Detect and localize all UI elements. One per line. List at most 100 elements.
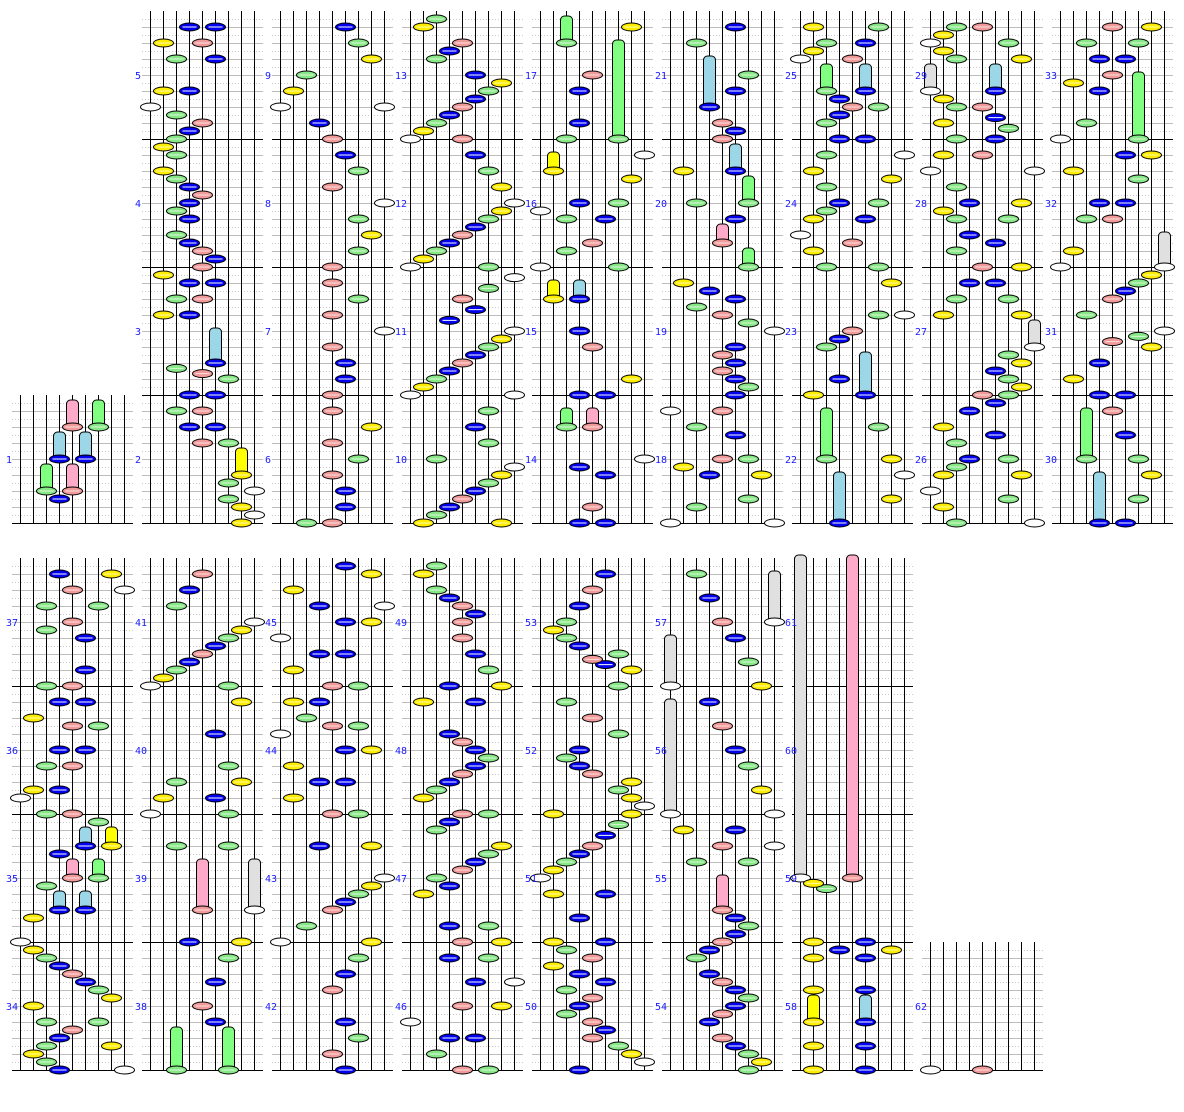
note-lane5 <box>985 86 1006 96</box>
note-lane1 <box>673 825 694 835</box>
note-lane1 <box>933 206 954 216</box>
note-lane0 <box>400 1017 421 1027</box>
note-lane1 <box>543 937 564 947</box>
note-lane2 <box>556 985 577 995</box>
note-lane4 <box>452 737 473 747</box>
note-lane5 <box>1115 198 1136 208</box>
note-lane6 <box>218 681 239 691</box>
note-lane0 <box>530 262 551 272</box>
note-lane7 <box>231 518 252 528</box>
note-lane1 <box>803 937 824 947</box>
note-lane3 <box>439 366 460 376</box>
note-lane3 <box>179 585 200 595</box>
note-lane2 <box>426 454 447 464</box>
note-lane6 <box>868 22 889 32</box>
note-lane5 <box>205 254 226 264</box>
note-lane6 <box>478 86 499 96</box>
note-lane4 <box>582 70 603 80</box>
note-lane7 <box>621 174 642 184</box>
note-lane1 <box>803 390 824 400</box>
long-note-lane4 <box>712 874 733 915</box>
note-lane4 <box>842 102 863 112</box>
note-lane5 <box>1115 54 1136 64</box>
measure-number: 39 <box>135 874 147 885</box>
note-lane3 <box>439 729 460 739</box>
note-lane3 <box>569 849 590 859</box>
note-lane2 <box>946 182 967 192</box>
note-lane2 <box>946 518 967 528</box>
note-lane3 <box>699 593 720 603</box>
long-note-lane4 <box>62 399 83 432</box>
note-lane6 <box>608 649 629 659</box>
note-lane7 <box>621 1049 642 1059</box>
note-lane6 <box>998 374 1019 384</box>
note-lane6 <box>608 729 629 739</box>
long-note-lane4 <box>842 554 863 883</box>
note-lane3 <box>179 126 200 136</box>
note-lane4 <box>712 721 733 731</box>
note-lane4 <box>322 342 343 352</box>
note-lane8 <box>894 310 915 320</box>
long-note-lane3 <box>49 431 70 464</box>
measure-column <box>142 11 263 524</box>
note-lane2 <box>166 150 187 160</box>
note-lane1 <box>283 86 304 96</box>
note-lane0 <box>920 86 941 96</box>
note-lane5 <box>465 222 486 232</box>
note-lane7 <box>231 502 252 512</box>
note-lane6 <box>348 38 369 48</box>
note-lane1 <box>803 1017 824 1027</box>
note-lane6 <box>348 214 369 224</box>
note-lane7 <box>881 494 902 504</box>
note-lane6 <box>478 438 499 448</box>
note-lane1 <box>413 889 434 899</box>
note-lane4 <box>192 38 213 48</box>
note-lane6 <box>1128 134 1149 144</box>
note-lane5 <box>465 977 486 987</box>
note-lane2 <box>36 601 57 611</box>
note-lane2 <box>296 518 317 528</box>
note-lane7 <box>491 518 512 528</box>
note-lane5 <box>465 609 486 619</box>
note-lane2 <box>946 102 967 112</box>
note-lane1 <box>803 878 824 888</box>
note-lane4 <box>972 22 993 32</box>
note-lane6 <box>738 198 759 208</box>
measure-number: 27 <box>915 327 927 338</box>
note-lane5 <box>75 977 96 987</box>
note-lane0 <box>790 54 811 64</box>
note-lane8 <box>504 326 525 336</box>
note-lane2 <box>36 1041 57 1051</box>
note-lane6 <box>88 1017 109 1027</box>
note-lane8 <box>634 454 655 464</box>
note-lane6 <box>348 166 369 176</box>
measure-number: 16 <box>525 199 537 210</box>
note-lane1 <box>933 30 954 40</box>
note-lane7 <box>231 937 252 947</box>
note-lane3 <box>49 494 70 504</box>
note-lane3 <box>959 230 980 240</box>
note-lane5 <box>985 398 1006 408</box>
note-lane0 <box>1050 262 1071 272</box>
note-lane6 <box>998 350 1019 360</box>
long-note-lane8 <box>244 858 265 915</box>
note-lane5 <box>465 150 486 160</box>
note-lane4 <box>972 102 993 112</box>
note-lane6 <box>998 494 1019 504</box>
note-lane3 <box>439 315 460 325</box>
measure-number: 60 <box>785 746 797 757</box>
note-lane4 <box>1102 337 1123 347</box>
note-lane1 <box>283 697 304 707</box>
note-lane5 <box>335 374 356 384</box>
note-lane7 <box>361 422 382 432</box>
note-lane2 <box>426 825 447 835</box>
note-lane3 <box>1089 390 1110 400</box>
measure-number: 15 <box>525 327 537 338</box>
note-lane1 <box>803 1041 824 1051</box>
note-lane0 <box>270 729 291 739</box>
note-lane3 <box>179 198 200 208</box>
note-lane6 <box>738 1049 759 1059</box>
note-lane6 <box>738 318 759 328</box>
note-lane6 <box>478 262 499 272</box>
